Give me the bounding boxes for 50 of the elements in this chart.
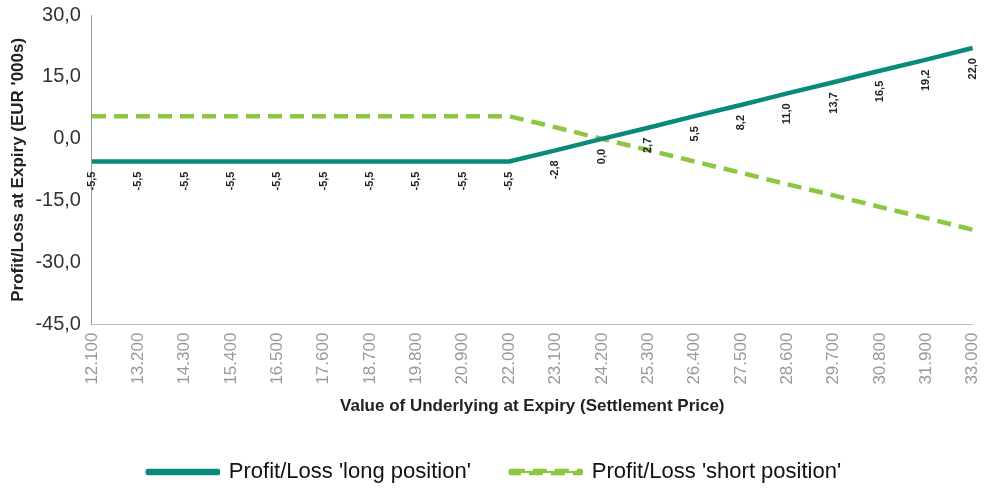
data-label: -5,5	[177, 171, 190, 191]
legend-label: Profit/Loss 'long position'	[228, 458, 471, 484]
data-label: -5,5	[316, 171, 329, 191]
data-label: 22,0	[965, 58, 978, 80]
data-label: -5,5	[455, 171, 468, 191]
data-label: 13,7	[826, 92, 839, 114]
x-tick-label: 23.100	[545, 332, 565, 385]
x-tick-label: 20.900	[452, 332, 472, 385]
x-tick-label: 18.700	[359, 332, 379, 385]
y-tick-label: -30,0	[35, 250, 81, 273]
data-label: -5,5	[502, 171, 515, 191]
x-tick-label: 14.300	[174, 332, 194, 385]
data-label: -5,5	[409, 171, 422, 191]
data-label: 5,5	[687, 126, 700, 142]
data-label: 0,0	[594, 148, 607, 165]
data-label: -5,5	[131, 171, 144, 191]
data-label: -5,5	[270, 171, 283, 191]
data-label: -5,5	[363, 171, 376, 191]
x-tick-label: 16.500	[267, 332, 287, 385]
x-tick-label: 12.100	[81, 332, 101, 385]
x-tick-label: 13.200	[128, 332, 148, 385]
y-tick-label: 15,0	[42, 64, 81, 87]
data-label: -5,5	[85, 171, 98, 191]
data-label: -2,8	[548, 160, 561, 180]
data-label: 16,5	[872, 80, 885, 103]
y-tick-label: -15,0	[35, 188, 81, 211]
x-tick-label: 29.700	[823, 332, 843, 385]
data-label: 8,2	[733, 114, 746, 131]
x-axis-title: Value of Underlying at Expiry (Settlement Price)	[340, 396, 725, 416]
x-tick-label: 31.900	[915, 332, 935, 385]
data-label: -5,5	[224, 171, 237, 191]
x-tick-label: 33.000	[962, 332, 982, 385]
x-tick-label: 27.500	[730, 332, 750, 385]
x-tick-label: 15.400	[220, 332, 240, 385]
y-tick-label: -45,0	[35, 312, 81, 335]
y-axis-title: Profit/Loss at Expiry (EUR '000s)	[7, 37, 27, 302]
x-tick-label: 17.600	[313, 332, 333, 385]
data-label: 11,0	[780, 103, 793, 125]
x-tick-label: 24.200	[591, 332, 611, 385]
data-label: 19,2	[919, 69, 932, 91]
data-label: 2,7	[641, 137, 654, 153]
x-tick-label: 26.400	[684, 332, 704, 385]
y-tick-label: 0,0	[53, 126, 81, 149]
x-tick-label: 25.300	[637, 332, 657, 385]
x-tick-label: 22.000	[498, 332, 518, 385]
x-tick-label: 19.800	[406, 332, 426, 385]
x-tick-label: 28.600	[776, 332, 796, 385]
x-tick-label: 30.800	[869, 332, 889, 385]
legend-label: Profit/Loss 'short position'	[591, 458, 842, 484]
y-tick-label: 30,0	[42, 2, 81, 25]
